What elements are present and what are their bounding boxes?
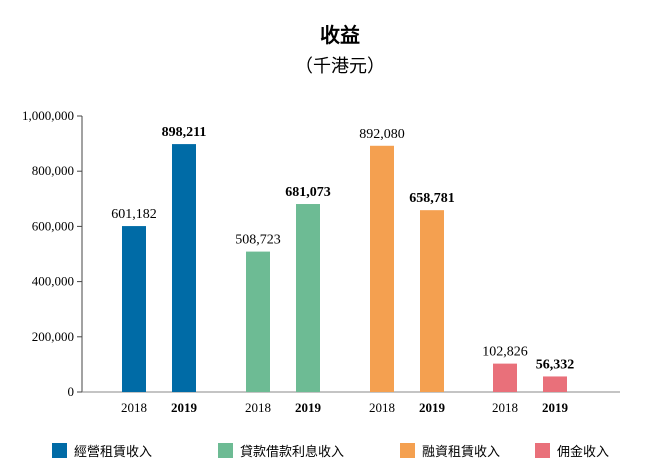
bars-layer: 601,182 2018 898,211 2019 508,723 2018 681,073… xyxy=(111,125,574,415)
y-tick-label: 1,000,000 xyxy=(22,108,74,123)
legend-swatch xyxy=(218,443,233,458)
legend-item: 經營租賃收入 xyxy=(52,443,152,460)
bar-value-label: 601,182 xyxy=(111,207,157,222)
legend: 經營租賃收入 貸款借款利息收入 融資租賃收入 佣金收入 xyxy=(52,443,609,460)
bar xyxy=(246,251,270,392)
chart-subtitle: （千港元） xyxy=(295,56,385,76)
bar-value-label: 658,781 xyxy=(409,191,455,206)
bar xyxy=(296,204,320,392)
legend-label: 貸款借款利息收入 xyxy=(240,444,344,460)
y-tick-label: 400,000 xyxy=(32,274,74,289)
bar-value-label: 508,723 xyxy=(235,233,281,248)
legend-item: 貸款借款利息收入 xyxy=(218,443,344,460)
bar-value-label: 102,826 xyxy=(482,345,528,360)
x-category-label: 2019 xyxy=(542,400,569,415)
bar-group: 102,826 2018 56,332 2019 xyxy=(482,345,574,415)
bar-value-label: 681,073 xyxy=(285,185,331,200)
y-tick-label: 600,000 xyxy=(32,218,74,233)
x-category-label: 2019 xyxy=(295,400,322,415)
bar xyxy=(493,363,517,392)
legend-label: 經營租賃收入 xyxy=(74,445,152,460)
legend-item: 佣金收入 xyxy=(535,443,609,460)
y-axis: 0 200,000 400,000 600,000 800,000 1,000,000 xyxy=(22,108,620,399)
legend-swatch xyxy=(52,443,67,458)
legend-label: 佣金收入 xyxy=(557,444,609,460)
bar xyxy=(543,376,567,392)
x-category-label: 2018 xyxy=(492,400,518,415)
legend-swatch xyxy=(400,443,415,458)
legend-swatch xyxy=(535,443,550,458)
x-category-label: 2019 xyxy=(419,400,446,415)
bar xyxy=(420,210,444,392)
x-category-label: 2019 xyxy=(171,400,198,415)
x-category-label: 2018 xyxy=(121,400,147,415)
y-tick-label: 800,000 xyxy=(32,163,74,178)
legend-label: 融資租賃收入 xyxy=(422,445,500,460)
x-category-label: 2018 xyxy=(369,400,395,415)
bar-group: 508,723 2018 681,073 2019 xyxy=(235,185,331,415)
bar-value-label: 892,080 xyxy=(359,127,405,142)
chart-title: 收益 xyxy=(320,23,360,47)
y-tick-label: 200,000 xyxy=(32,329,74,344)
bar-value-label: 56,332 xyxy=(536,357,575,372)
bar-group: 601,182 2018 898,211 2019 xyxy=(111,125,206,415)
x-category-label: 2018 xyxy=(245,400,271,415)
bar-value-label: 898,211 xyxy=(162,125,207,140)
bar xyxy=(370,145,394,392)
bar-group: 892,080 2018 658,781 2019 xyxy=(359,127,455,415)
y-tick-label: 0 xyxy=(68,384,75,399)
bar xyxy=(122,226,146,392)
legend-item: 融資租賃收入 xyxy=(400,443,500,460)
bar xyxy=(172,144,196,392)
